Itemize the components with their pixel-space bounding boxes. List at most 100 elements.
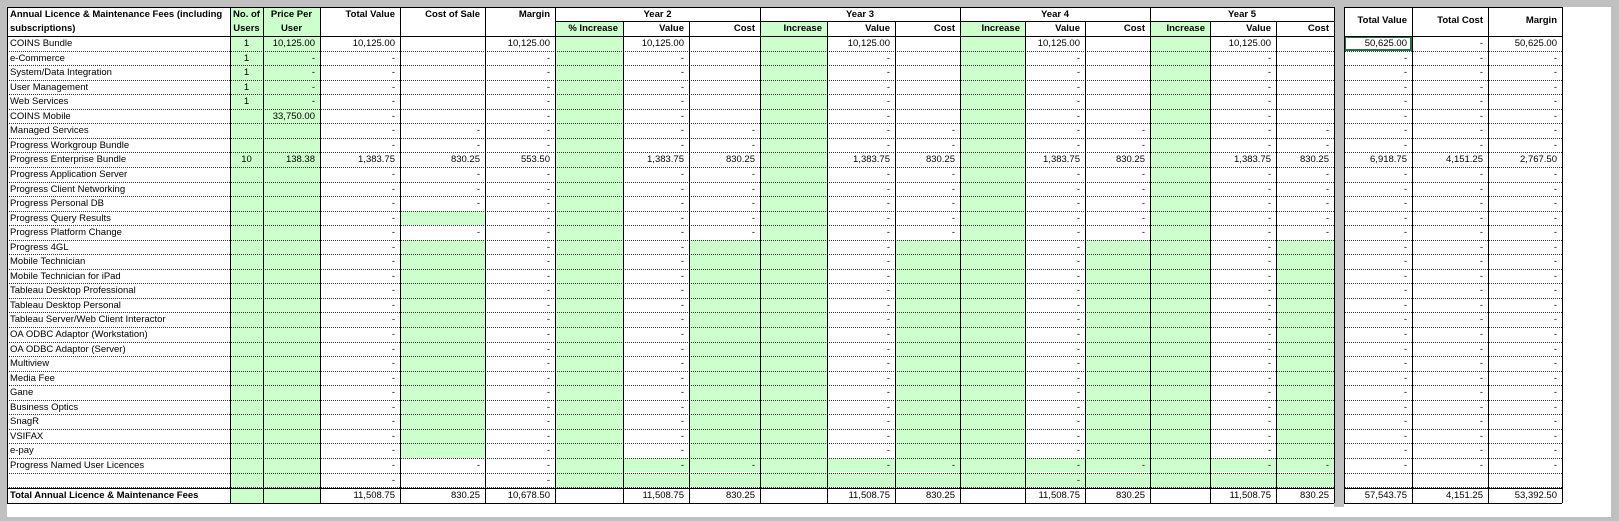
- table-cell[interactable]: [1276, 414, 1334, 429]
- table-cell[interactable]: [400, 371, 485, 386]
- table-cell[interactable]: [263, 123, 320, 138]
- table-cell[interactable]: [230, 167, 263, 182]
- cost-input-cell[interactable]: [400, 254, 485, 269]
- table-cell[interactable]: [895, 254, 960, 269]
- table-cell[interactable]: [1488, 473, 1562, 488]
- cost-input-cell[interactable]: [1276, 370, 1334, 386]
- year-input-cell[interactable]: [1025, 472, 1150, 488]
- table-cell[interactable]: -: [751, 168, 755, 180]
- table-cell[interactable]: -: [886, 372, 890, 384]
- table-cell[interactable]: -: [1403, 198, 1407, 210]
- table-cell[interactable]: [230, 298, 263, 313]
- cost-input-cell[interactable]: [1276, 283, 1334, 298]
- table-cell[interactable]: -: [546, 81, 550, 93]
- table-cell[interactable]: -: [1076, 125, 1080, 137]
- table-cell[interactable]: -: [1267, 430, 1271, 442]
- table-cell[interactable]: -: [1403, 372, 1407, 384]
- table-cell[interactable]: -: [1076, 299, 1080, 311]
- table-cell[interactable]: -: [680, 329, 684, 340]
- table-cell[interactable]: [230, 342, 263, 357]
- table-cell[interactable]: [689, 240, 760, 255]
- table-cell[interactable]: [230, 138, 263, 153]
- table-cell[interactable]: -: [1076, 416, 1080, 428]
- table-cell[interactable]: -: [1553, 227, 1557, 239]
- table-cell[interactable]: -: [546, 299, 550, 311]
- table-cell[interactable]: [263, 342, 320, 357]
- table-cell[interactable]: [1085, 443, 1150, 458]
- cost-input-cell[interactable]: [895, 254, 960, 269]
- table-cell[interactable]: [263, 443, 320, 458]
- table-cell[interactable]: -: [1267, 183, 1271, 195]
- table-cell[interactable]: -: [886, 314, 890, 326]
- table-cell[interactable]: -: [751, 139, 755, 151]
- table-cell[interactable]: -: [476, 198, 480, 210]
- row-label[interactable]: System/Data Integration: [10, 67, 112, 79]
- table-cell[interactable]: -: [391, 241, 395, 253]
- table-cell[interactable]: -: [391, 445, 395, 457]
- table-cell[interactable]: 10: [241, 154, 252, 166]
- table-cell[interactable]: [1085, 298, 1150, 313]
- row-label[interactable]: [7, 473, 230, 488]
- table-cell[interactable]: -: [1553, 212, 1557, 224]
- row-label[interactable]: Progress 4GL: [10, 241, 69, 253]
- table-cell[interactable]: -: [1479, 96, 1483, 108]
- table-cell[interactable]: [1085, 312, 1150, 327]
- table-cell[interactable]: [895, 342, 960, 357]
- table-cell[interactable]: -: [1267, 110, 1271, 122]
- table-cell[interactable]: 10,125.00: [352, 38, 395, 49]
- year-input-cell[interactable]: [1210, 472, 1334, 488]
- cost-input-cell[interactable]: [400, 312, 485, 327]
- table-cell[interactable]: -: [546, 168, 550, 180]
- table-cell[interactable]: [1276, 385, 1334, 400]
- table-cell[interactable]: -: [311, 81, 315, 93]
- cost-input-cell[interactable]: [1276, 341, 1334, 357]
- cost-input-cell[interactable]: [689, 297, 760, 313]
- cost-input-cell[interactable]: [689, 356, 760, 371]
- table-cell[interactable]: -: [1403, 387, 1407, 399]
- table-cell[interactable]: -: [1267, 241, 1271, 253]
- cost-input-cell[interactable]: [1085, 370, 1150, 386]
- table-cell[interactable]: [263, 371, 320, 386]
- table-cell[interactable]: [1085, 80, 1150, 95]
- row-label[interactable]: Mobile Technician: [10, 256, 86, 268]
- row-label[interactable]: Multiview: [10, 358, 50, 370]
- table-cell[interactable]: -: [1553, 459, 1557, 471]
- row-label[interactable]: Tableau Server/Web Client Interactor: [10, 314, 166, 326]
- table-cell[interactable]: -: [1076, 314, 1080, 326]
- table-cell[interactable]: -: [1479, 372, 1483, 384]
- table-cell[interactable]: -: [1267, 96, 1271, 108]
- table-cell[interactable]: -: [1553, 401, 1557, 413]
- table-cell[interactable]: -: [1479, 430, 1483, 442]
- table-cell[interactable]: -: [1076, 212, 1080, 224]
- table-cell[interactable]: [895, 269, 960, 284]
- table-cell[interactable]: -: [1403, 416, 1407, 428]
- table-cell[interactable]: -: [1403, 270, 1407, 282]
- table-cell[interactable]: -: [1479, 183, 1483, 195]
- table-cell[interactable]: [689, 94, 760, 109]
- table-cell[interactable]: [1085, 414, 1150, 429]
- table-cell[interactable]: -: [1325, 125, 1329, 137]
- table-cell[interactable]: -: [886, 401, 890, 413]
- table-cell[interactable]: 10,125.00: [847, 38, 890, 49]
- table-cell[interactable]: -: [1553, 81, 1557, 93]
- table-cell[interactable]: -: [680, 285, 684, 297]
- cost-input-cell[interactable]: [895, 283, 960, 298]
- cost-input-cell[interactable]: [1276, 297, 1334, 313]
- table-cell[interactable]: [400, 298, 485, 313]
- table-cell[interactable]: -: [546, 387, 550, 399]
- table-cell[interactable]: [400, 356, 485, 371]
- table-cell[interactable]: -: [1553, 198, 1557, 210]
- table-cell[interactable]: -: [951, 198, 955, 210]
- table-cell[interactable]: [689, 51, 760, 66]
- table-cell[interactable]: [230, 400, 263, 415]
- table-cell[interactable]: -: [1403, 285, 1407, 297]
- table-cell[interactable]: [1210, 473, 1276, 488]
- row-label[interactable]: Web Services: [10, 96, 69, 108]
- table-cell[interactable]: -: [1076, 96, 1080, 108]
- table-cell[interactable]: [230, 458, 263, 473]
- table-cell[interactable]: -: [1479, 198, 1483, 210]
- table-cell[interactable]: -: [546, 285, 550, 297]
- table-cell[interactable]: -: [1403, 183, 1407, 195]
- table-cell[interactable]: [230, 211, 263, 226]
- table-cell[interactable]: -: [1267, 198, 1271, 210]
